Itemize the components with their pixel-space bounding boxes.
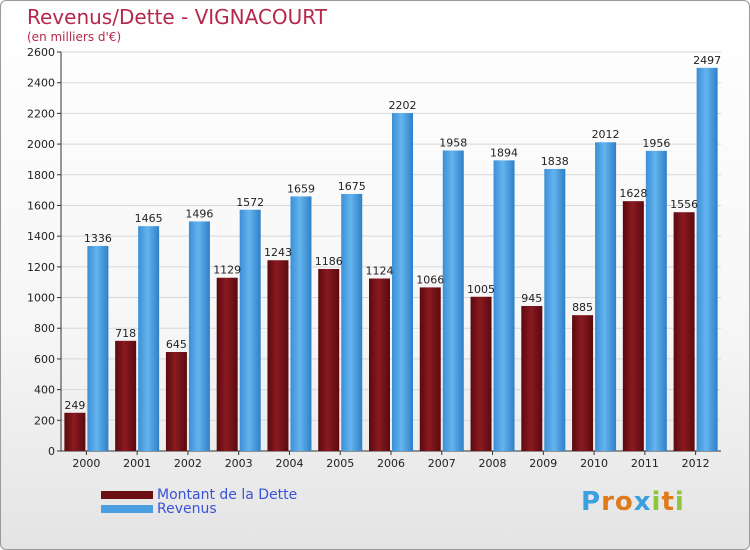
- revenus-bar: [239, 209, 261, 451]
- data-label: 1958: [439, 137, 467, 150]
- revenus-bar: [290, 196, 312, 451]
- dette-bar: [115, 340, 137, 451]
- y-tick-label: 200: [34, 414, 55, 427]
- data-label: 1129: [213, 264, 241, 277]
- data-label: 885: [572, 301, 593, 314]
- y-tick-label: 1400: [27, 230, 55, 243]
- dette-bar: [673, 212, 695, 451]
- y-tick-label: 600: [34, 353, 55, 366]
- data-label: 1894: [490, 146, 518, 159]
- revenus-bar: [392, 113, 413, 451]
- revenus-bar: [442, 150, 464, 451]
- x-tick-label: 2005: [326, 457, 354, 470]
- y-tick-label: 2600: [27, 46, 55, 59]
- data-label: 1005: [467, 283, 495, 296]
- data-label: 718: [115, 327, 136, 340]
- data-label: 1465: [135, 212, 163, 225]
- revenus-bar: [696, 67, 718, 451]
- y-tick-label: 2200: [27, 107, 55, 120]
- dette-bar: [216, 277, 238, 451]
- revenus-bar: [341, 193, 363, 452]
- x-tick-label: 2002: [174, 457, 202, 470]
- dette-bar: [521, 305, 543, 451]
- legend-label-dette: Montant de la Dette: [157, 487, 298, 503]
- y-tick-label: 2000: [27, 138, 55, 151]
- data-label: 2012: [592, 128, 620, 141]
- x-tick-label: 2011: [631, 457, 659, 470]
- labels-layer: 0 200 400 600 800 1000 1200 1400 1600 1800 2000 220…: [27, 46, 721, 470]
- legend-label-revenus: Revenus: [157, 501, 217, 517]
- data-label: 1066: [416, 273, 444, 286]
- y-tick-label: 800: [34, 322, 55, 335]
- x-tick-label: 2006: [377, 457, 405, 470]
- bars-layer: [64, 67, 718, 452]
- logo-letter: i: [651, 487, 662, 517]
- x-tick-label: 2010: [580, 457, 608, 470]
- x-tick-label: 2009: [529, 457, 557, 470]
- data-label: 249: [64, 399, 85, 412]
- data-label: 1556: [670, 198, 698, 211]
- data-label: 1243: [264, 246, 292, 259]
- revenus-bar: [645, 150, 667, 451]
- y-tick-label: 0: [48, 445, 55, 458]
- dette-bar: [318, 268, 340, 451]
- data-label: 1124: [366, 265, 394, 278]
- y-tick-label: 1800: [27, 169, 55, 182]
- data-label: 1956: [642, 137, 670, 150]
- chart-subtitle: (en milliers d'€): [27, 30, 122, 44]
- revenus-bar: [188, 221, 210, 451]
- revenus-bar: [138, 226, 160, 451]
- x-tick-label: 2012: [682, 457, 710, 470]
- proxiti-logo: Proxiti: [581, 487, 685, 517]
- data-label: 1628: [619, 187, 647, 200]
- y-tick-label: 1200: [27, 261, 55, 274]
- dette-bar: [165, 352, 187, 451]
- revenus-bar: [595, 142, 617, 451]
- logo-letter: o: [614, 487, 634, 517]
- legend-swatch-dette: [101, 491, 153, 499]
- data-label: 1838: [541, 155, 569, 168]
- x-tick-label: 2003: [225, 457, 253, 470]
- chart-title: Revenus/Dette - VIGNACOURT: [27, 5, 327, 29]
- data-label: 645: [166, 338, 187, 351]
- legend-swatch-revenus: [101, 505, 153, 513]
- data-label: 1675: [338, 180, 366, 193]
- logo-letter: t: [661, 487, 675, 517]
- data-label: 1186: [315, 255, 343, 268]
- dette-bar: [267, 260, 289, 451]
- data-label: 2202: [389, 99, 417, 112]
- x-tick-label: 2001: [123, 457, 151, 470]
- revenus-bar: [87, 245, 109, 451]
- dette-bar: [64, 412, 86, 451]
- x-tick-label: 2008: [479, 457, 507, 470]
- data-label: 1659: [287, 182, 315, 195]
- dette-bar: [470, 296, 492, 451]
- logo-letter: r: [601, 487, 615, 517]
- data-label: 1572: [236, 196, 264, 209]
- y-tick-label: 400: [34, 384, 55, 397]
- data-label: 1336: [84, 232, 112, 245]
- logo-letter: P: [581, 487, 602, 517]
- revenus-bar: [493, 160, 515, 451]
- data-label: 945: [521, 292, 542, 305]
- dette-bar: [419, 287, 441, 451]
- y-tick-label: 2400: [27, 77, 55, 90]
- data-label: 1496: [185, 207, 213, 220]
- logo-letter: i: [674, 487, 685, 517]
- revenus-bar: [544, 168, 566, 452]
- logo-letter: x: [633, 487, 652, 517]
- y-tick-label: 1000: [27, 292, 55, 305]
- y-tick-label: 1600: [27, 199, 55, 212]
- data-label: 2497: [693, 54, 721, 67]
- dette-bar: [622, 201, 644, 451]
- dette-bar: [572, 315, 594, 451]
- x-tick-label: 2004: [275, 457, 303, 470]
- dette-bar: [369, 278, 390, 451]
- x-tick-label: 2000: [72, 457, 100, 470]
- x-tick-label: 2007: [428, 457, 456, 470]
